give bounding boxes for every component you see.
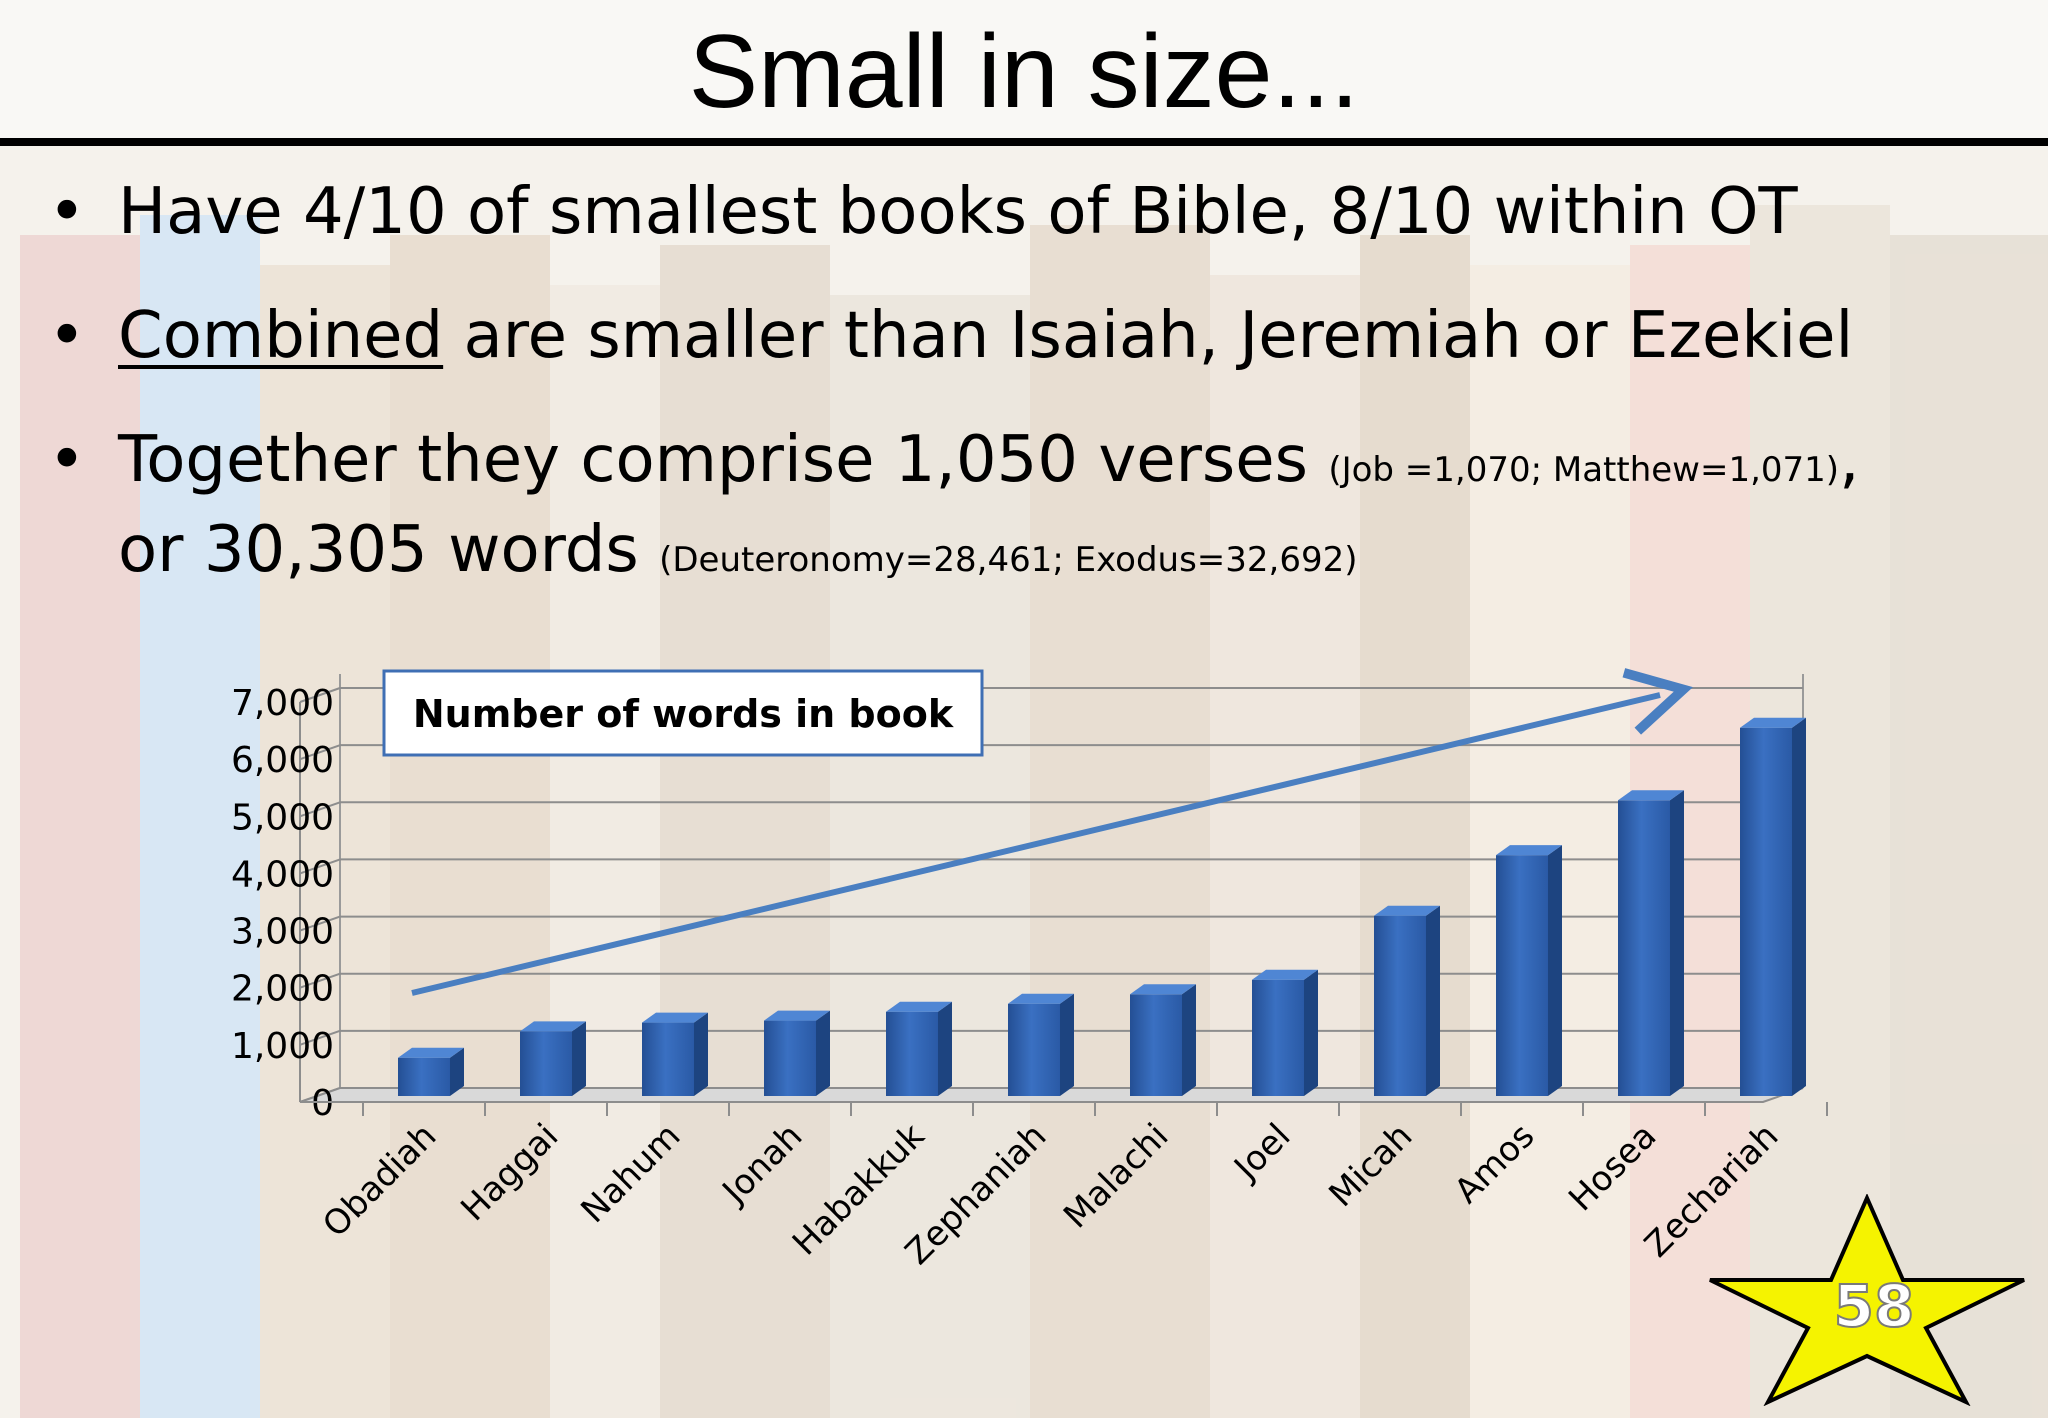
page-number: 58 [1834,1272,1915,1340]
bar-haggai [520,1021,586,1096]
x-axis-ticks: Obadiah Haggai Nahum JonahHabakkukZephaniah… [300,1101,1828,1273]
y-tick-label: 0 [311,1083,334,1124]
chart-title: Number of words in book [413,692,954,736]
bar-zechariah [1740,717,1806,1096]
x-tick-label: Micah [1321,1116,1420,1215]
y-tick-label: 5,000 [231,797,334,838]
bar-side [1426,905,1440,1096]
bar-micah [1374,905,1440,1096]
bar-side [1792,717,1806,1096]
gridline-side [299,858,341,875]
star-icon [1709,1194,2025,1406]
trend-arrow [411,668,1693,996]
bar-obadiah [398,1047,464,1096]
y-tick-label: 3,000 [231,912,334,953]
bar-side [1060,993,1074,1096]
gridline-side [299,972,341,989]
bullet-text: Together they comprise 1,050 verses [118,423,1329,497]
bullet-item: Combined are smaller than Isaiah, Jeremi… [48,296,2038,376]
bar-front [1618,800,1670,1096]
bar-side [572,1021,586,1096]
gridline-side [299,915,341,932]
bullet-item: Have 4/10 of smallest books of Bible, 8/… [48,172,2038,252]
bar-top [1374,905,1440,916]
bar-top [886,1001,952,1012]
bar-hosea [1618,790,1684,1096]
y-axis-ticks: 0 1,000 2,000 3,000 4,000 5,000 6,000 7,000 [231,683,334,1124]
x-tick-label: Haggai [453,1116,566,1229]
bar-zephaniah [1008,993,1074,1096]
x-tick-label: Amos [1447,1116,1542,1211]
bar-front [398,1057,450,1096]
gridline-side [299,801,341,818]
bar-front [1374,915,1426,1096]
bar-side [816,1010,830,1096]
bar-side [694,1012,708,1096]
bar-joel [1252,969,1318,1096]
bar-front [520,1031,572,1096]
bar-front [1496,855,1548,1096]
slide-title: Small in size... [688,14,1360,130]
bar-nahum [642,1012,708,1096]
bar-top [1130,984,1196,995]
y-tick-label: 4,000 [231,854,334,895]
bar-side [450,1047,464,1096]
bullet-list: Have 4/10 of smallest books of Bible, 8/… [48,172,2038,600]
bar-jonah [764,1010,830,1096]
bar-front [1252,979,1304,1096]
y-tick-label: 1,000 [231,1026,334,1067]
bar-top [520,1021,586,1032]
bar-top [1496,845,1562,856]
chart-title-box: Number of words in book [382,669,984,757]
gridline-side [299,1029,341,1046]
bullet-text: or 30,305 words [118,513,660,587]
bar-side [938,1001,952,1096]
chart-bars [398,717,1806,1096]
bullet-note: (Job =1,070; Matthew=1,071) [1328,450,1840,490]
bullet-text: are smaller than Isaiah, Jeremiah or Eze… [443,299,1854,373]
bullet-note: (Deuteronomy=28,461; Exodus=32,692) [659,540,1358,580]
bar-front [1740,727,1792,1096]
bullet-underlined-text: Combined [118,299,444,373]
bar-amos [1496,845,1562,1096]
bullet-text: Have 4/10 of smallest books of Bible, 8/… [118,175,1798,249]
bar-side [1304,969,1318,1096]
x-tick-label: Obadiah [315,1116,444,1245]
bar-front [1130,994,1182,1096]
bar-front [764,1020,816,1096]
bar-top [1252,969,1318,980]
bar-side [1670,790,1684,1096]
page-number-badge: 58 [1709,1194,2025,1406]
x-tick-label: Joel [1225,1116,1298,1189]
bar-habakkuk [886,1001,952,1096]
bar-side [1182,984,1196,1096]
bar-side [1548,845,1562,1096]
bullet-tail: , [1839,423,1860,497]
bar-front [886,1011,938,1096]
bar-top [398,1047,464,1058]
x-tick-label: Hosea [1561,1116,1664,1219]
x-tick-label: Nahum [573,1116,688,1231]
gridline-side [299,744,341,761]
bar-top [642,1012,708,1023]
bar-malachi [1130,984,1196,1096]
bar-top [1008,993,1074,1004]
bar-top [764,1010,830,1021]
y-tick-label: 7,000 [231,683,334,724]
x-tick-label: Jonah [714,1116,811,1213]
bar-top [1618,790,1684,801]
bar-front [1008,1003,1060,1096]
bar-front [642,1022,694,1096]
bullet-item: Together they comprise 1,050 verses (Job… [48,420,2038,600]
x-tick-label: Malachi [1056,1116,1176,1236]
title-divider [0,138,2048,146]
gridline-side [299,687,341,703]
y-tick-label: 6,000 [231,740,334,781]
y-tick-label: 2,000 [231,969,334,1010]
bar-top [1740,717,1806,728]
